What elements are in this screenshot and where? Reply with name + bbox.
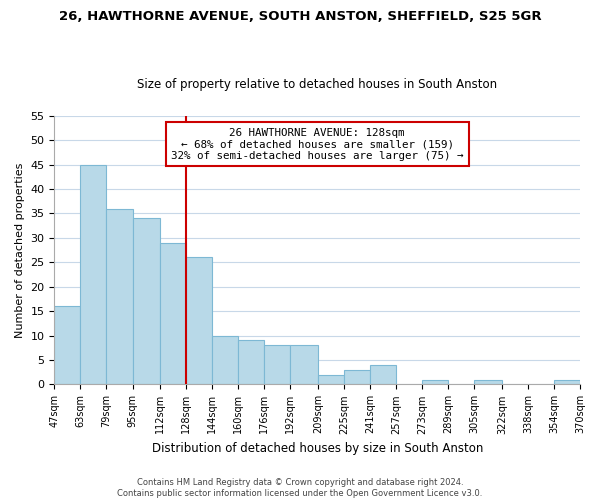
Bar [344, 370, 370, 384]
Bar [160, 243, 186, 384]
Bar [238, 340, 265, 384]
Title: Size of property relative to detached houses in South Anston: Size of property relative to detached ho… [137, 78, 497, 91]
Bar [212, 336, 238, 384]
Bar [422, 380, 448, 384]
Y-axis label: Number of detached properties: Number of detached properties [15, 162, 25, 338]
Bar [290, 346, 318, 385]
Text: 26, HAWTHORNE AVENUE, SOUTH ANSTON, SHEFFIELD, S25 5GR: 26, HAWTHORNE AVENUE, SOUTH ANSTON, SHEF… [59, 10, 541, 23]
Bar [370, 365, 396, 384]
Bar [554, 380, 580, 384]
X-axis label: Distribution of detached houses by size in South Anston: Distribution of detached houses by size … [152, 442, 483, 455]
Bar [133, 218, 160, 384]
Bar [318, 374, 344, 384]
Bar [186, 258, 212, 384]
Text: 26 HAWTHORNE AVENUE: 128sqm
← 68% of detached houses are smaller (159)
32% of se: 26 HAWTHORNE AVENUE: 128sqm ← 68% of det… [171, 128, 463, 161]
Text: Contains HM Land Registry data © Crown copyright and database right 2024.
Contai: Contains HM Land Registry data © Crown c… [118, 478, 482, 498]
Bar [80, 164, 106, 384]
Bar [474, 380, 502, 384]
Bar [106, 208, 133, 384]
Bar [55, 306, 80, 384]
Bar [265, 346, 290, 385]
